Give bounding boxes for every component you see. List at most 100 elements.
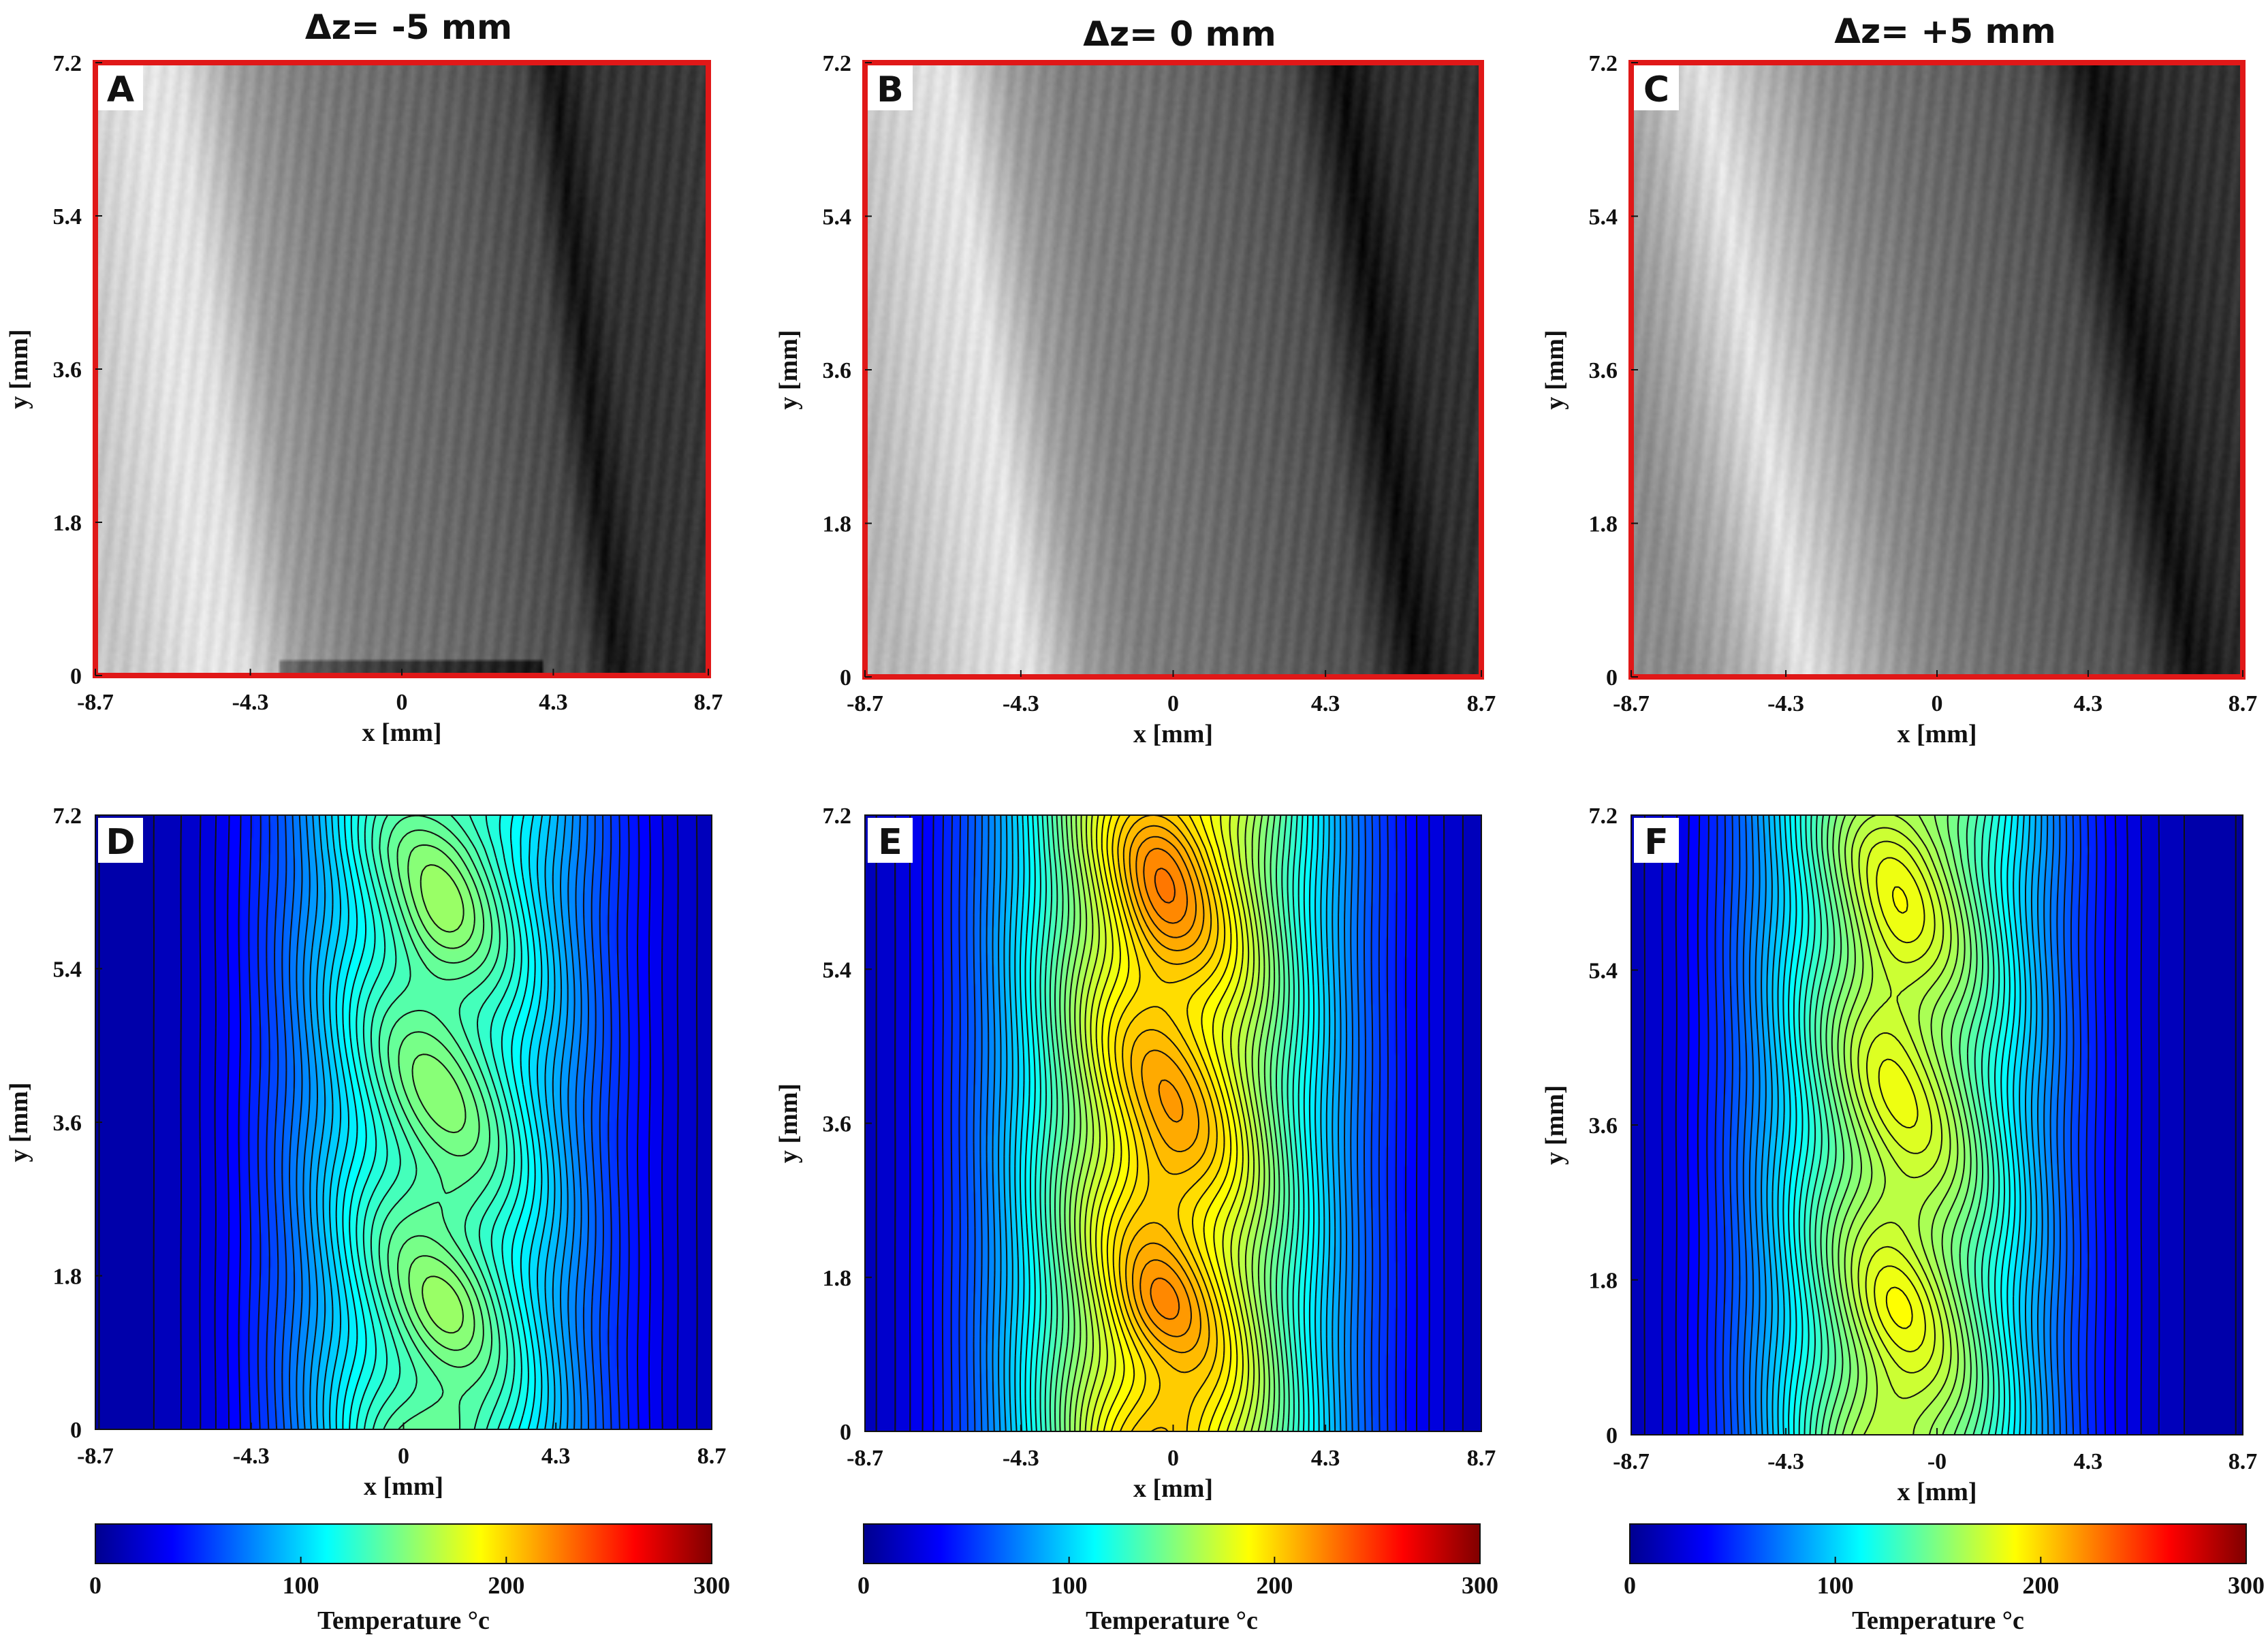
y-axis-label-F: y [mm] [1541, 1085, 1569, 1164]
x-tick-label-C-1: -4.3 [1767, 691, 1804, 716]
y-tick-label-B-1: 1.8 [823, 512, 852, 537]
colorbar-tick-label-F-1: 100 [1817, 1572, 1854, 1599]
y-tick-label-D-2: 3.6 [53, 1111, 82, 1136]
panel-letter-A: A [107, 69, 134, 110]
x-tick-label-B-1: -4.3 [1003, 691, 1039, 716]
heatmap-image-A [95, 63, 708, 676]
panel-letter-B: B [877, 69, 904, 110]
panel-A: A -8.7 -4.3 0 4.3 8.7 x [mm] 0 1.8 3.6 5.4 7.2 y [mm… [5, 51, 723, 747]
x-axis-label-F: x [mm] [1897, 1478, 1976, 1506]
panel-D: D -8.7 -4.3 0 4.3 8.7 x [mm] 0 1.8 3.6 5.4 7.2 y [mm… [5, 804, 730, 1635]
x-tick-label-B-2: 0 [1167, 691, 1179, 716]
colorbar-label-D: Temperature °c [317, 1606, 490, 1635]
x-tick-label-E-2: 0 [1167, 1446, 1179, 1471]
x-tick-label-A-0: -8.7 [77, 690, 114, 715]
y-axis-label-B: y [mm] [774, 330, 803, 409]
heatmap-image-C [1631, 63, 2243, 677]
y-tick-label-D-0: 0 [70, 1418, 82, 1443]
x-axis-label-A: x [mm] [362, 718, 441, 747]
x-tick-label-B-0: -8.7 [847, 691, 883, 716]
colorbar-tick-label-F-2: 200 [2022, 1572, 2059, 1599]
x-tick-label-D-4: 8.7 [697, 1444, 727, 1469]
x-axis-label-C: x [mm] [1897, 720, 1976, 748]
x-axis-label-D: x [mm] [364, 1472, 443, 1501]
panel-letter-bg-C [1634, 65, 1679, 110]
colorbar-tick-label-F-0: 0 [1624, 1572, 1636, 1599]
column-title-2: Δz= 0 mm [1083, 14, 1276, 54]
y-tick-label-E-2: 3.6 [823, 1112, 852, 1137]
x-tick-label-E-0: -8.7 [847, 1446, 883, 1471]
colorbar-tick-label-E-1: 100 [1051, 1572, 1088, 1599]
heatmap-image-B [865, 63, 1481, 677]
y-tick-label-B-4: 7.2 [823, 51, 852, 76]
contour-lines-F [1643, 814, 2237, 1435]
y-tick-label-B-2: 3.6 [823, 358, 852, 383]
contour-lines-D [98, 814, 698, 1430]
y-tick-label-B-0: 0 [840, 665, 851, 691]
panel-letter-bg-A [98, 65, 143, 110]
x-tick-label-E-1: -4.3 [1003, 1446, 1039, 1471]
colorbar-tick-label-D-0: 0 [89, 1572, 101, 1599]
y-axis-label-E: y [mm] [774, 1083, 803, 1163]
colorbar-D [95, 1523, 712, 1564]
y-tick-label-F-2: 3.6 [1589, 1113, 1618, 1139]
y-axis-label-C: y [mm] [1541, 330, 1569, 409]
y-tick-label-B-3: 5.4 [823, 205, 852, 230]
heatmap-image-D [95, 815, 712, 1429]
y-axis-label-D: y [mm] [5, 1082, 33, 1162]
y-tick-label-E-1: 1.8 [823, 1266, 852, 1291]
panel-letter-F: F [1644, 822, 1669, 863]
colorbar-tick-label-E-3: 300 [1462, 1572, 1498, 1599]
colorbar-tick-label-D-3: 300 [693, 1572, 730, 1599]
x-tick-label-F-1: -4.3 [1767, 1449, 1804, 1474]
x-tick-label-D-3: 4.3 [541, 1444, 571, 1469]
y-tick-label-C-0: 0 [1606, 665, 1618, 691]
x-tick-label-D-0: -8.7 [77, 1444, 114, 1469]
panel-F: F -8.7 -4.3 -0 4.3 8.7 x [mm] 0 1.8 3.6 5.4 7.2 y [m… [1541, 804, 2265, 1635]
colorbar-label-F: Temperature °c [1852, 1606, 2024, 1635]
x-tick-label-C-4: 8.7 [2228, 691, 2258, 716]
y-tick-label-A-2: 3.6 [53, 358, 82, 383]
y-tick-label-A-1: 1.8 [53, 511, 82, 536]
y-tick-label-F-0: 0 [1606, 1423, 1618, 1448]
colorbar-tick-label-D-2: 200 [488, 1572, 524, 1599]
y-tick-label-E-4: 7.2 [823, 804, 852, 829]
y-tick-label-F-4: 7.2 [1589, 804, 1618, 829]
y-tick-label-D-3: 5.4 [53, 957, 82, 983]
y-tick-label-D-1: 1.8 [53, 1265, 82, 1290]
panel-B: B -8.7 -4.3 0 4.3 8.7 x [mm] 0 1.8 3.6 5.4 7.2 y [mm… [774, 51, 1496, 748]
y-tick-label-A-3: 5.4 [53, 204, 82, 229]
x-tick-label-D-1: -4.3 [233, 1444, 270, 1469]
y-tick-label-A-0: 0 [70, 664, 82, 689]
panel-letter-bg-B [868, 65, 913, 110]
panels: A -8.7 -4.3 0 4.3 8.7 x [mm] 0 1.8 3.6 5.4 7.2 y [mm… [5, 51, 2265, 1635]
x-tick-label-A-4: 8.7 [694, 690, 723, 715]
y-tick-label-C-4: 7.2 [1589, 51, 1618, 76]
colorbar-F [1629, 1523, 2247, 1564]
x-tick-label-E-3: 4.3 [1311, 1446, 1340, 1471]
panel-letter-E: E [878, 822, 902, 863]
y-tick-label-C-1: 1.8 [1589, 512, 1618, 537]
x-tick-label-F-3: 4.3 [2074, 1449, 2103, 1474]
x-axis-label-B: x [mm] [1133, 720, 1213, 748]
colorbar-tick-label-E-2: 200 [1256, 1572, 1293, 1599]
y-tick-label-C-3: 5.4 [1589, 205, 1618, 230]
panel-letter-bg-E [868, 818, 913, 863]
y-tick-label-F-1: 1.8 [1589, 1269, 1618, 1294]
y-tick-label-E-0: 0 [840, 1420, 851, 1445]
colorbar-tick-label-F-3: 300 [2228, 1572, 2265, 1599]
x-tick-label-E-4: 8.7 [1467, 1446, 1496, 1471]
y-tick-label-E-3: 5.4 [823, 957, 852, 983]
x-tick-label-F-0: -8.7 [1613, 1449, 1650, 1474]
x-tick-label-F-4: 8.7 [2228, 1449, 2258, 1474]
x-tick-label-A-2: 0 [396, 690, 408, 715]
x-axis-label-E: x [mm] [1133, 1474, 1213, 1503]
colorbar-tick-label-D-1: 100 [283, 1572, 319, 1599]
colorbar-E [863, 1523, 1481, 1564]
x-tick-label-C-0: -8.7 [1613, 691, 1650, 716]
y-tick-label-C-2: 3.6 [1589, 358, 1618, 383]
panel-letter-bg-D [98, 818, 143, 863]
x-tick-label-D-2: 0 [398, 1444, 409, 1469]
panel-letter-C: C [1643, 69, 1669, 110]
